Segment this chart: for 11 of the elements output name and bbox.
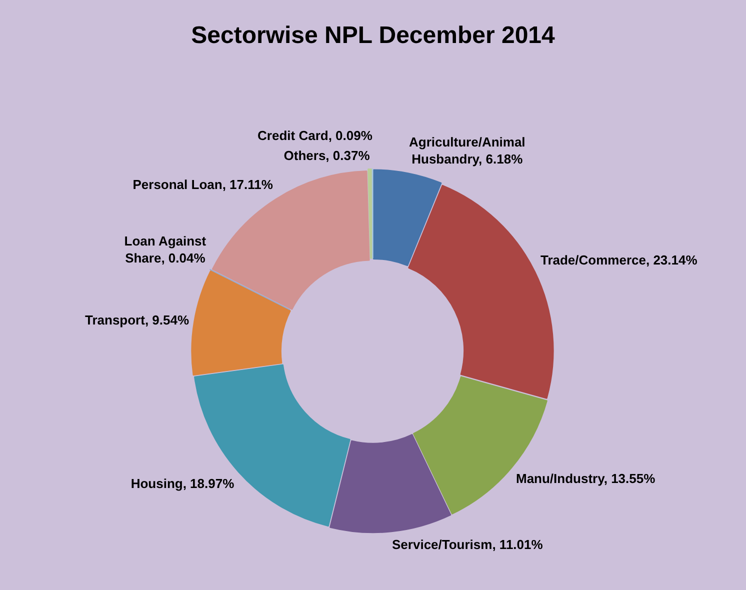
slice-label: Service/Tourism, 11.01% [392, 537, 544, 552]
slice-label: Loan Against Share, 0.04% [124, 234, 207, 266]
slice-label: Manu/Industry, 13.55% [516, 471, 656, 486]
chart-title: Sectorwise NPL December 2014 [191, 22, 556, 50]
slice-label: Transport, 9.54% [84, 312, 190, 328]
slice-label: Trade/Commerce, 23.14% [540, 252, 698, 268]
slice-label: Credit Card, 0.09% [258, 128, 373, 143]
slice-label: Personal Loan, 17.11% [132, 177, 274, 192]
slice-label: Housing, 18.97% [130, 476, 235, 491]
slice-label: Others, 0.37% [284, 148, 370, 164]
slice-label: Agriculture/Animal Husbandry, 6.18% [408, 134, 526, 166]
